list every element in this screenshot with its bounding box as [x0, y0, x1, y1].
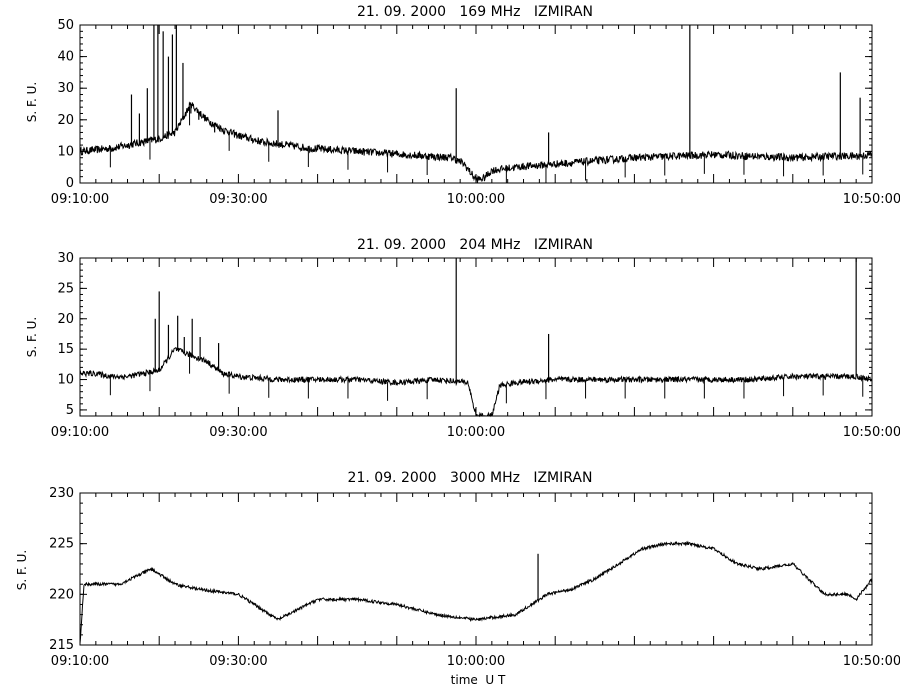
panel-169mhz-frame — [79, 24, 873, 184]
y-tick-label: 10 — [57, 373, 74, 388]
panel-204mhz-xticks: 09:10:00 09:30:00 10:00:00 10:50:00 — [51, 425, 900, 440]
panel-204mhz-title: 21. 09. 2000 204 MHz IZMIRAN — [357, 237, 593, 253]
panel-204mhz-frame — [79, 257, 873, 417]
panel-169mhz-title: 21. 09. 2000 169 MHz IZMIRAN — [357, 4, 593, 20]
y-tick-label: 220 — [49, 587, 74, 602]
y-tick-label: 5 — [66, 403, 74, 418]
y-tick-label: 0 — [66, 176, 74, 191]
x-tick-label: 10:00:00 — [447, 425, 505, 440]
x-tick-label: 10:50:00 — [843, 425, 900, 440]
panel-3000mhz: 21. 09. 2000 3000 MHz IZMIRAN S. F. U. 2… — [15, 470, 900, 687]
y-tick-label: 20 — [57, 312, 74, 327]
panel-169mhz-xticks: 09:10:00 09:30:00 10:00:00 10:50:00 — [51, 192, 900, 207]
panel-204mhz-plot — [79, 257, 873, 418]
y-tick-label: 30 — [57, 81, 74, 96]
panel-3000mhz-xticks: 09:10:00 09:30:00 10:00:00 10:50:00 — [51, 654, 900, 669]
y-tick-label: 10 — [57, 144, 74, 159]
x-tick-label: 09:10:00 — [51, 192, 109, 207]
panel-169mhz-ylabel: S. F. U. — [25, 82, 39, 122]
panel-169mhz: 21. 09. 2000 169 MHz IZMIRAN S. F. U. 0 1… — [25, 4, 900, 207]
y-tick-label: 215 — [49, 638, 74, 653]
panel-3000mhz-frame — [79, 492, 873, 646]
x-tick-label: 09:30:00 — [209, 425, 267, 440]
series-line — [79, 540, 873, 644]
panel-3000mhz-plot — [79, 492, 873, 646]
x-tick-label: 10:00:00 — [447, 192, 505, 207]
x-tick-label: 09:30:00 — [209, 192, 267, 207]
series-line — [79, 347, 873, 418]
x-tick-label: 10:00:00 — [447, 654, 505, 669]
x-tick-label: 09:10:00 — [51, 654, 109, 669]
y-tick-label: 50 — [57, 18, 74, 33]
panel-204mhz-yticks: 5 10 15 20 25 30 — [57, 251, 74, 418]
panel-3000mhz-yticks: 215 220 225 230 — [49, 486, 74, 653]
y-tick-label: 230 — [49, 486, 74, 501]
panel-3000mhz-title: 21. 09. 2000 3000 MHz IZMIRAN — [348, 470, 593, 486]
panel-204mhz-ylabel: S. F. U. — [25, 317, 39, 357]
x-tick-label: 10:50:00 — [843, 192, 900, 207]
panel-204mhz: 21. 09. 2000 204 MHz IZMIRAN S. F. U. 5 1… — [25, 237, 900, 440]
y-tick-label: 225 — [49, 537, 74, 552]
panel-169mhz-yticks: 0 10 20 30 40 50 — [57, 18, 74, 191]
y-tick-label: 15 — [57, 342, 74, 357]
x-tick-label: 09:10:00 — [51, 425, 109, 440]
x-tick-label: 10:50:00 — [843, 654, 900, 669]
panel-169mhz-plot — [79, 24, 873, 184]
series-line — [79, 101, 873, 184]
y-tick-label: 20 — [57, 113, 74, 128]
panel-3000mhz-xlabel: time U T — [451, 673, 506, 687]
panel-3000mhz-ylabel: S. F. U. — [15, 550, 29, 590]
x-tick-label: 09:30:00 — [209, 654, 267, 669]
y-tick-label: 25 — [57, 281, 74, 296]
y-tick-label: 30 — [57, 251, 74, 266]
y-tick-label: 40 — [57, 50, 74, 65]
